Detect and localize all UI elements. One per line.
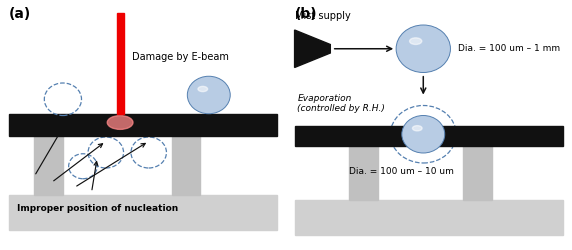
- Ellipse shape: [198, 86, 208, 92]
- Bar: [9, 114, 277, 136]
- Text: (a): (a): [9, 8, 31, 22]
- Text: Mist supply: Mist supply: [295, 11, 350, 21]
- Circle shape: [402, 116, 445, 153]
- Bar: [463, 146, 492, 200]
- Bar: [34, 136, 63, 195]
- Bar: [172, 136, 200, 195]
- Ellipse shape: [412, 126, 422, 131]
- Bar: [349, 146, 378, 200]
- Circle shape: [188, 76, 230, 114]
- Polygon shape: [295, 30, 331, 68]
- Text: Improper position of nucleation: Improper position of nucleation: [17, 204, 178, 213]
- Bar: [9, 195, 277, 230]
- Text: (b): (b): [295, 8, 317, 22]
- Bar: [295, 200, 563, 235]
- Bar: [295, 126, 563, 146]
- Circle shape: [396, 25, 451, 72]
- Text: Evaporation
(controlled by R.H.): Evaporation (controlled by R.H.): [297, 94, 386, 113]
- Ellipse shape: [107, 116, 133, 130]
- Bar: [117, 12, 124, 114]
- Text: Damage by E-beam: Damage by E-beam: [132, 52, 228, 62]
- Text: Dia. = 100 um – 1 mm: Dia. = 100 um – 1 mm: [458, 44, 560, 53]
- Text: Dia. = 100 um – 10 um: Dia. = 100 um – 10 um: [349, 167, 454, 176]
- Ellipse shape: [410, 38, 422, 44]
